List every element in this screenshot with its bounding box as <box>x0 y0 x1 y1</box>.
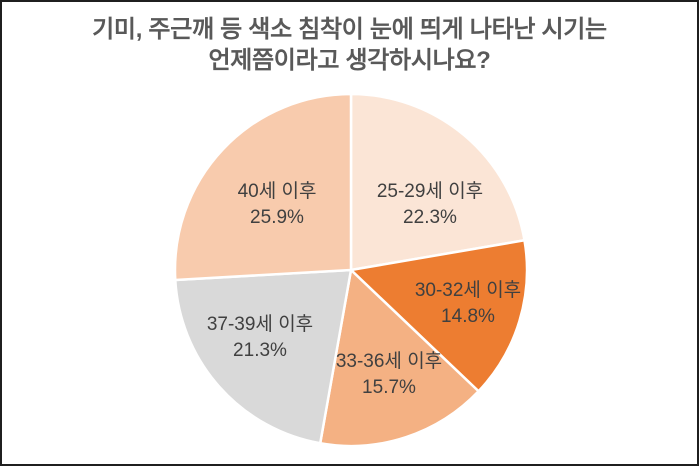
slice-label-1: 25-29세 이후 22.3% <box>377 179 483 231</box>
slice-label-2: 30-32세 이후 14.8% <box>415 278 521 330</box>
pie-slice-4 <box>174 268 353 445</box>
slice-category: 30-32세 이후 <box>414 280 522 301</box>
slice-percent: 22.3% <box>403 207 457 228</box>
pie-slice-3 <box>318 268 480 448</box>
slice-category: 25-29세 이후 <box>376 181 484 202</box>
pie-slice-2 <box>349 239 529 393</box>
slice-label-3: 33-36세 이후 15.7% <box>336 349 442 401</box>
slice-category: 37-39세 이후 <box>206 314 314 335</box>
slice-category: 40세 이후 <box>237 181 317 202</box>
slice-label-5: 40세 이후 25.9% <box>238 179 317 231</box>
chart-title-line2: 언제쯤이라고 생각하시나요? <box>208 47 491 74</box>
slice-percent: 25.9% <box>250 207 304 228</box>
chart-title: 기미, 주근깨 등 색소 침착이 눈에 띄게 나타난 시기는 언제쯤이라고 생각… <box>0 14 699 76</box>
slice-label-4: 37-39세 이후 21.3% <box>207 312 313 364</box>
chart-title-line1: 기미, 주근깨 등 색소 침착이 눈에 띄게 나타난 시기는 <box>92 16 607 43</box>
slice-percent: 14.8% <box>441 306 495 327</box>
pie-slice-5 <box>173 92 353 282</box>
slice-percent: 15.7% <box>362 377 416 398</box>
slice-category: 33-36세 이후 <box>335 351 443 372</box>
slice-percent: 21.3% <box>233 340 287 361</box>
pie-slice-1 <box>349 92 526 272</box>
